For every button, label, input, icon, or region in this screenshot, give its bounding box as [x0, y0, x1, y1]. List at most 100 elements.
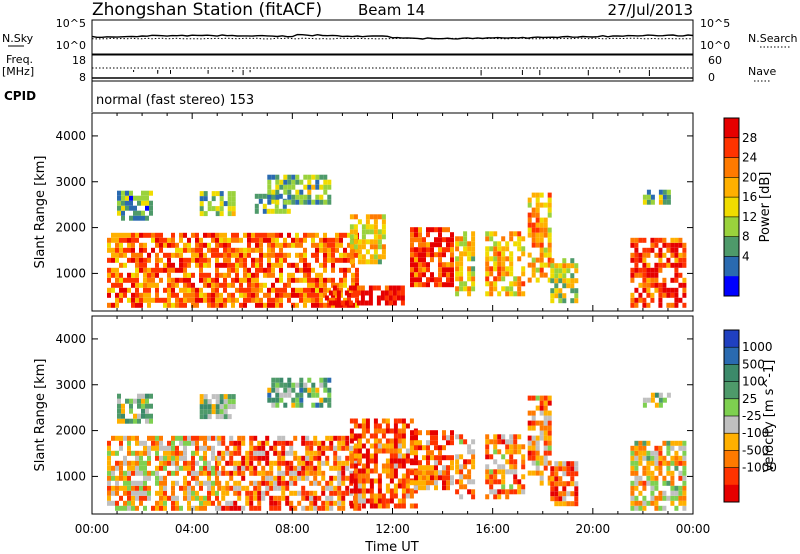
echo-cell — [135, 237, 139, 243]
echo-cell — [501, 434, 506, 440]
echo-cell — [521, 489, 526, 495]
echo-cell — [171, 435, 175, 441]
echo-cell — [267, 297, 271, 303]
echo-cell — [171, 252, 175, 258]
echo-cell — [385, 428, 390, 434]
echo-cell — [450, 480, 454, 486]
echo-cell — [450, 252, 454, 258]
echo-cell — [282, 203, 287, 209]
echo-cell — [539, 480, 544, 486]
echo-cell — [501, 489, 506, 495]
echo-cell — [107, 292, 111, 298]
echo-cell — [287, 272, 291, 278]
echo-cell — [171, 302, 175, 308]
echo-cell — [159, 480, 163, 486]
echo-cell — [365, 488, 370, 494]
echo-cell — [410, 430, 414, 436]
echo-cell — [311, 387, 316, 393]
echo-cell — [287, 297, 291, 303]
echo-cell — [295, 237, 299, 243]
echo-cell — [191, 272, 195, 278]
echo-cell — [381, 418, 386, 424]
echo-cell — [119, 247, 123, 253]
echo-cell — [261, 495, 266, 501]
echo-cell — [414, 257, 418, 263]
echo-cell — [139, 450, 143, 456]
echo-cell — [179, 465, 183, 471]
echo-cell — [353, 239, 358, 245]
echo-cell — [307, 194, 312, 200]
echo-cell — [426, 465, 430, 471]
echo-cell — [127, 500, 131, 506]
echo-cell — [517, 256, 522, 262]
echo-cell — [243, 247, 247, 253]
echo-cell — [175, 470, 179, 476]
echo-cell — [471, 494, 476, 500]
echo-cell — [303, 267, 307, 273]
echo-cell — [531, 440, 536, 446]
echo-cell — [119, 252, 123, 258]
echo-cell — [311, 174, 316, 180]
echo-cell — [337, 440, 342, 446]
echo-cell — [211, 485, 215, 491]
echo-cell — [217, 470, 222, 476]
echo-cell — [521, 464, 526, 470]
echo-cell — [471, 459, 476, 465]
echo-cell — [199, 252, 203, 258]
echo-cell — [107, 465, 111, 471]
echo-cell — [543, 455, 548, 461]
echo-cell — [422, 257, 426, 263]
echo-cell — [327, 237, 331, 243]
echo-cell — [467, 449, 472, 455]
echo-cell — [438, 257, 442, 263]
echo-cell — [227, 404, 232, 410]
echo-cell — [409, 493, 414, 499]
echo-cell — [369, 488, 374, 494]
nsearch-tick-top: 10^5 — [700, 17, 730, 30]
echo-cell — [355, 252, 359, 258]
echo-cell — [175, 460, 179, 466]
echo-cell — [159, 490, 163, 496]
echo-cell — [311, 277, 315, 283]
echo-cell — [332, 300, 337, 306]
echo-cell — [229, 485, 234, 491]
echo-cell — [309, 495, 314, 501]
echo-cell — [199, 267, 203, 273]
echo-cell — [385, 503, 390, 509]
echo-cell — [393, 463, 398, 469]
echo-cell — [539, 405, 544, 411]
echo-cell — [630, 465, 635, 471]
echo-cell — [550, 471, 555, 477]
echo-cell — [309, 450, 314, 456]
echo-cell — [646, 267, 651, 273]
echo-cell — [291, 262, 295, 268]
echo-cell — [199, 201, 204, 207]
echo-cell — [543, 435, 548, 441]
echo-cell — [550, 491, 555, 497]
echo-cell — [331, 237, 335, 243]
echo-cell — [231, 399, 236, 405]
echo-cell — [539, 202, 544, 208]
echo-cell — [323, 262, 327, 268]
echo-cell — [365, 423, 370, 429]
echo-cell — [267, 232, 271, 238]
echo-cell — [554, 466, 559, 472]
echo-cell — [361, 428, 366, 434]
echo-cell — [535, 192, 540, 198]
echo-cell — [183, 460, 187, 466]
echo-cell — [361, 473, 366, 479]
echo-cell — [251, 262, 255, 268]
echo-cell — [231, 206, 236, 212]
nsky-frame — [91, 19, 694, 55]
echo-cell — [430, 465, 434, 471]
echo-cell — [313, 450, 318, 456]
echo-cell — [275, 257, 279, 263]
echo-cell — [287, 199, 292, 205]
echo-cell — [405, 453, 410, 459]
echo-cell — [397, 443, 402, 449]
echo-cell — [455, 469, 460, 475]
echo-cell — [543, 252, 548, 258]
echo-cell — [253, 470, 258, 476]
echo-cell — [650, 397, 655, 403]
colorbar-cell — [724, 330, 739, 348]
